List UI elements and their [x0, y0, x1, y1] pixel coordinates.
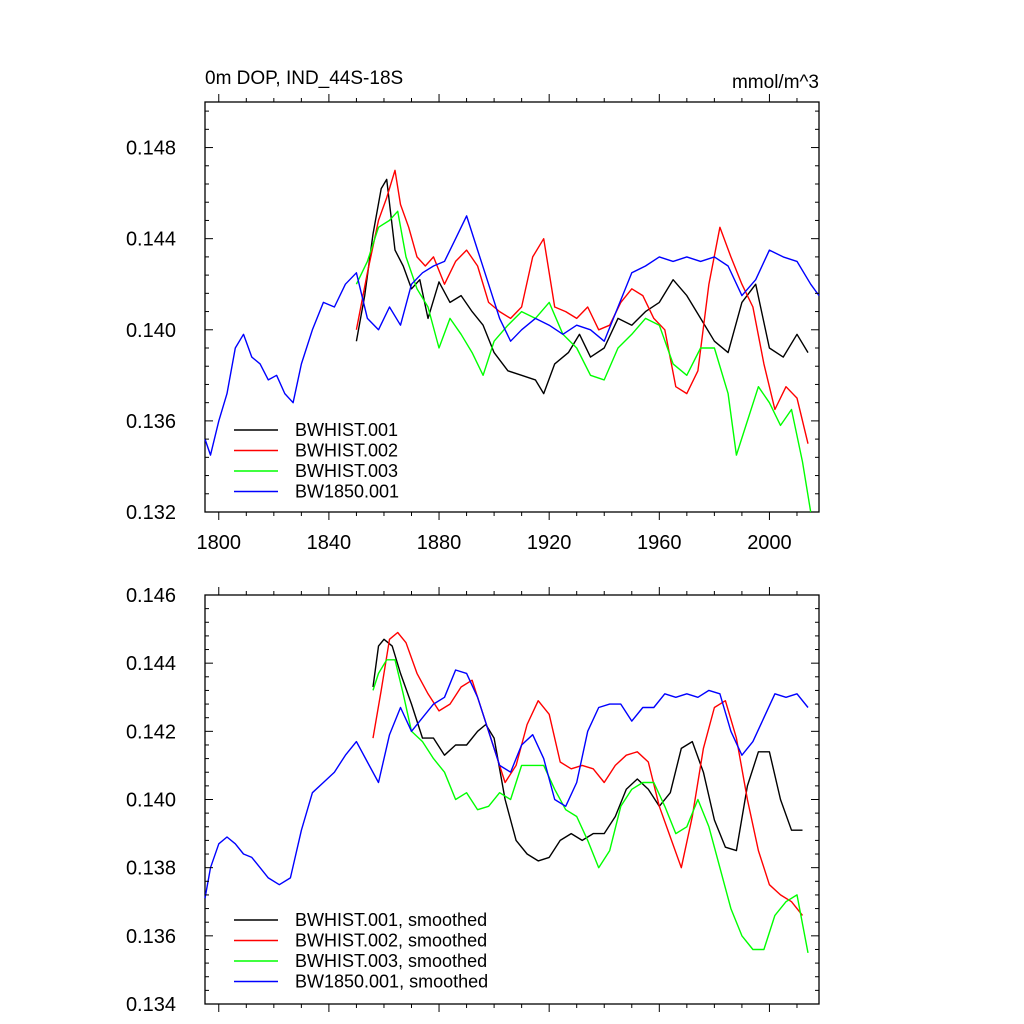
legend-label: BWHIST.002, smoothed	[295, 931, 487, 951]
x-tick-label: 1920	[527, 532, 572, 554]
legend-label: BWHIST.001, smoothed	[295, 910, 487, 930]
series-line-4	[204, 669, 809, 899]
y-tick-label: 0.144	[126, 229, 176, 251]
y-tick-label: 0.144	[126, 653, 176, 675]
legend-label: BW1850.001, smoothed	[295, 972, 488, 992]
x-tick-label: 1880	[417, 532, 462, 554]
legend-label: BW1850.001	[295, 482, 399, 502]
y-tick-label: 0.142	[126, 721, 176, 743]
chart-title: 0m DOP, IND_44S-18S	[205, 68, 403, 89]
x-tick-label: 2000	[747, 532, 792, 554]
y-tick-label: 0.140	[126, 790, 176, 812]
series-line-3	[355, 210, 812, 513]
series-line-3	[372, 659, 809, 954]
series-line-2	[355, 169, 809, 444]
y-tick-label: 0.136	[126, 411, 176, 433]
series-line-2	[372, 631, 804, 916]
legend-label: BWHIST.003	[295, 461, 398, 481]
y-tick-label: 0.138	[126, 858, 176, 880]
y-tick-label: 0.136	[126, 926, 176, 948]
series-line-4	[204, 215, 820, 456]
x-tick-label: 1840	[307, 532, 352, 554]
x-tick-label: 1800	[197, 532, 242, 554]
bottom-panel: 0.134 0.136 0.138 0.140 0.142 0.144 0.146 BWHIS…	[126, 585, 820, 1016]
legend-label: BWHIST.001	[295, 420, 398, 440]
series-line-1	[355, 178, 809, 395]
top-panel: 1800 1840 1880 1920 1960 2000 0.132 0.136 0.140 0…	[126, 94, 820, 554]
y-tick-label: 0.148	[126, 138, 176, 160]
x-tick-label: 1960	[637, 532, 682, 554]
y-tick-label: 0.140	[126, 320, 176, 342]
legend-label: BWHIST.003, smoothed	[295, 951, 487, 971]
plot-frame	[204, 101, 820, 513]
units-label: mmol/m^3	[732, 72, 819, 93]
y-tick-label: 0.132	[126, 502, 176, 524]
y-tick-label: 0.146	[126, 585, 176, 607]
series-line-1	[372, 638, 803, 862]
y-tick-label: 0.134	[126, 994, 176, 1016]
legend-label: BWHIST.002	[295, 441, 398, 461]
